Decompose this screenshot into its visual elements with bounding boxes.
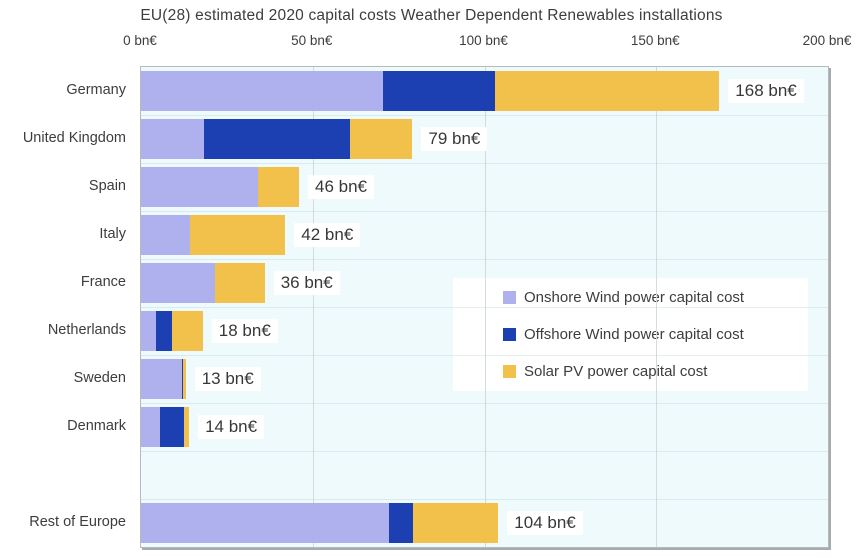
legend-item-onshore: Onshore Wind power capital cost — [503, 289, 798, 306]
gridline — [484, 67, 486, 547]
row-separator — [141, 355, 828, 356]
legend-item-offshore: Offshore Wind power capital cost — [503, 326, 798, 343]
legend-label-solar: Solar PV power capital cost — [524, 363, 708, 380]
bar-segment-onshore — [141, 311, 157, 351]
bar-segment-solar — [215, 263, 265, 303]
plot-area: Onshore Wind power capital cost Offshore… — [140, 66, 829, 548]
bar-segment-solar — [349, 119, 413, 159]
bar-total-label: 14 bn€ — [198, 415, 265, 439]
bar-total-label: 36 bn€ — [273, 271, 340, 295]
legend-swatch-solar — [503, 365, 516, 378]
bar-segment-onshore — [141, 407, 160, 447]
bar-row — [141, 119, 413, 159]
bar-total-label: 18 bn€ — [211, 319, 278, 343]
legend-item-solar: Solar PV power capital cost — [503, 363, 798, 380]
category-label: Rest of Europe — [29, 514, 126, 530]
bar-row — [141, 71, 720, 111]
category-label: Spain — [88, 178, 126, 194]
bar-segment-onshore — [141, 167, 258, 207]
bar-row — [141, 503, 499, 543]
bar-row — [141, 167, 299, 207]
row-separator — [141, 403, 828, 404]
bar-segment-onshore — [141, 359, 182, 399]
row-separator — [141, 499, 828, 500]
row-separator — [141, 451, 828, 452]
chart-title: EU(28) estimated 2020 capital costs Weat… — [140, 7, 723, 24]
legend-swatch-onshore — [503, 291, 516, 304]
bar-segment-offshore — [159, 407, 184, 447]
category-label: Netherlands — [47, 322, 126, 338]
bar-row — [141, 263, 265, 303]
bar-segment-solar — [494, 71, 720, 111]
bar-total-label: 42 bn€ — [294, 223, 361, 247]
x-axis: 0 bn€ 50 bn€ 100 bn€ 150 bn€ 200 bn€ — [123, 33, 851, 53]
bar-segment-offshore — [156, 311, 172, 351]
bar-total-label: 79 bn€ — [421, 127, 488, 151]
x-axis-tick: 200 bn€ — [802, 33, 852, 48]
category-label: France — [80, 274, 126, 290]
bar-segment-offshore — [382, 71, 495, 111]
bar-segment-onshore — [141, 263, 216, 303]
bar-row — [141, 311, 203, 351]
bar-segment-onshore — [141, 71, 383, 111]
category-label: Sweden — [73, 370, 126, 386]
category-label: Germany — [66, 82, 126, 98]
bar-segment-solar — [189, 215, 286, 255]
x-axis-tick: 50 bn€ — [291, 33, 333, 48]
row-separator — [141, 259, 828, 260]
bar-total-label: 46 bn€ — [308, 175, 374, 199]
row-separator — [141, 163, 828, 164]
row-separator — [141, 307, 828, 308]
bar-segment-solar — [182, 359, 186, 399]
category-axis: Germany United Kingdom Spain Italy France Net… — [0, 66, 126, 546]
gridline — [656, 67, 658, 547]
category-label: United Kingdom — [22, 130, 126, 146]
bar-row — [141, 407, 190, 447]
category-label: Italy — [99, 226, 126, 242]
x-axis-tick: 150 bn€ — [630, 33, 680, 48]
x-axis-tick: 0 bn€ — [123, 33, 157, 48]
bar-segment-onshore — [141, 503, 390, 543]
bar-segment-onshore — [141, 119, 204, 159]
bar-segment-solar — [171, 311, 203, 351]
bar-segment-solar — [183, 407, 190, 447]
row-separator — [141, 115, 828, 116]
legend-label-offshore: Offshore Wind power capital cost — [524, 326, 744, 343]
bar-total-label: 168 bn€ — [728, 79, 804, 103]
legend: Onshore Wind power capital cost Offshore… — [453, 278, 808, 391]
category-label: Denmark — [67, 418, 126, 434]
bar-segment-solar — [413, 503, 499, 543]
bar-row — [141, 215, 286, 255]
bar-segment-solar — [257, 167, 299, 207]
bar-total-label: 104 bn€ — [507, 511, 583, 535]
x-axis-tick: 100 bn€ — [459, 33, 508, 48]
legend-swatch-offshore — [503, 328, 516, 341]
row-separator — [141, 211, 828, 212]
bar-row — [141, 359, 186, 399]
legend-label-onshore: Onshore Wind power capital cost — [524, 289, 745, 306]
bar-segment-offshore — [203, 119, 350, 159]
bar-total-label: 13 bn€ — [194, 367, 261, 391]
bar-segment-offshore — [389, 503, 414, 543]
gridline — [312, 67, 314, 547]
bar-segment-offshore — [181, 359, 183, 399]
bar-segment-onshore — [141, 215, 190, 255]
